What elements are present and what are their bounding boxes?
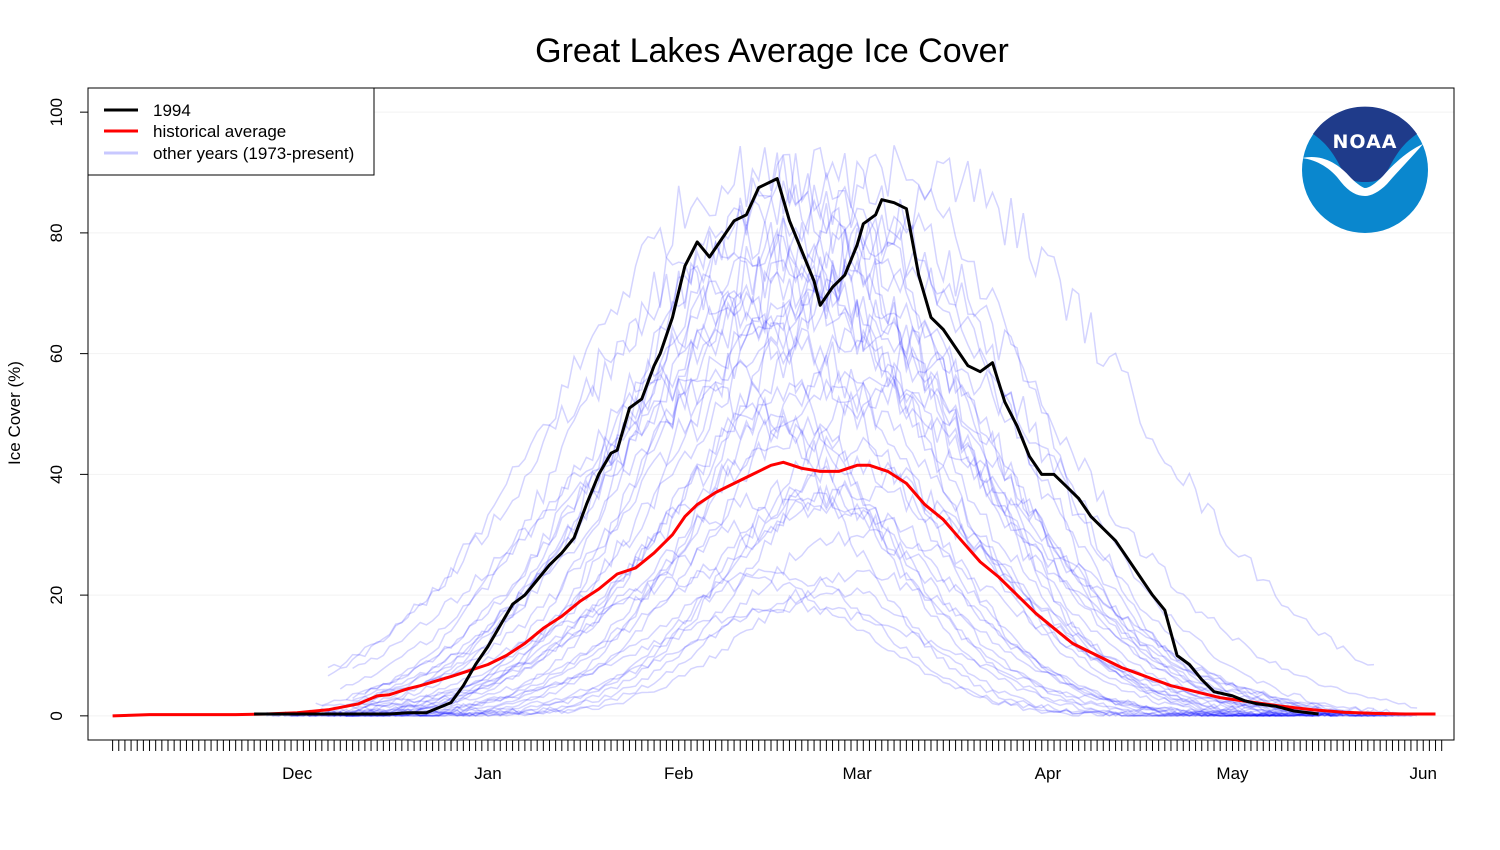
legend-label-other-years: other years (1973-present) [153, 144, 354, 163]
noaa-logo-text: NOAA [1333, 131, 1398, 153]
other-year-line [346, 319, 1418, 717]
other-year-line [297, 177, 1399, 717]
other-year-line [352, 189, 1344, 717]
x-tick-label: Jun [1410, 764, 1437, 783]
y-tick-label: 20 [47, 586, 66, 605]
x-tick-label: Mar [843, 764, 873, 783]
other-year-line [321, 600, 1362, 717]
other-year-line [364, 587, 1276, 717]
other-year-line [345, 290, 1393, 715]
noaa-logo-top-wave [1313, 106, 1417, 182]
x-tick-label: Dec [282, 764, 313, 783]
other-year-line [327, 215, 1319, 717]
other-year-line [272, 374, 1393, 717]
other-year-line [364, 146, 1418, 709]
other-year-line [327, 215, 1344, 715]
series-line-historical-average [112, 460, 1436, 718]
other-year-line [266, 483, 1246, 717]
other-year-line [291, 449, 1387, 717]
x-tick-label: May [1216, 764, 1249, 783]
other-year-line [278, 313, 1338, 717]
legend-label-historical-average: historical average [153, 122, 286, 141]
x-axis: Dec Jan Feb Mar Apr May Jun [112, 740, 1443, 783]
other-year-line [339, 256, 1418, 717]
other-year-line [333, 368, 1338, 717]
other-year-line [346, 501, 1344, 717]
series-line-1994 [254, 177, 1319, 716]
noaa-logo: NOAA [1302, 106, 1428, 233]
chart-title: Great Lakes Average Ice Cover [535, 32, 1009, 70]
series-layer [112, 177, 1436, 718]
y-tick-label: 0 [47, 711, 66, 720]
x-tick-label: Jan [474, 764, 501, 783]
other-year-line [352, 491, 1289, 717]
other-year-line [266, 214, 1412, 717]
other-year-line [340, 528, 1301, 717]
other-year-line [284, 251, 1393, 717]
other-year-line [303, 184, 1369, 717]
x-tick-label: Apr [1035, 764, 1062, 783]
x-tick-label: Feb [664, 764, 693, 783]
other-year-line [303, 370, 1399, 717]
other-year-line [352, 261, 1307, 717]
y-axis: 0 20 40 60 80 100 [47, 98, 88, 721]
other-year-line [358, 153, 1412, 717]
other-year-line [327, 478, 1245, 717]
legend-label-1994: 1994 [153, 101, 191, 120]
y-axis-label: Ice Cover (%) [5, 361, 24, 465]
y-tick-label: 100 [47, 98, 66, 126]
other-year-line [327, 145, 1338, 715]
other-year-line [364, 145, 1375, 708]
other-year-line [352, 385, 1283, 717]
legend: 1994 historical average other years (197… [87, 87, 375, 176]
other-year-line [315, 566, 1233, 717]
other-year-line [352, 410, 1338, 717]
other-year-line [309, 227, 1369, 717]
other-year-line [334, 569, 1332, 717]
other-year-line [297, 568, 1288, 717]
other-years-layer [266, 145, 1418, 717]
y-tick-label: 40 [47, 465, 66, 484]
other-year-line [370, 233, 1307, 716]
noaa-logo-gull [1302, 144, 1423, 196]
y-tick-label: 60 [47, 344, 66, 363]
other-year-line [370, 344, 1375, 717]
other-year-line [327, 423, 1258, 717]
y-tick-label: 80 [47, 223, 66, 242]
